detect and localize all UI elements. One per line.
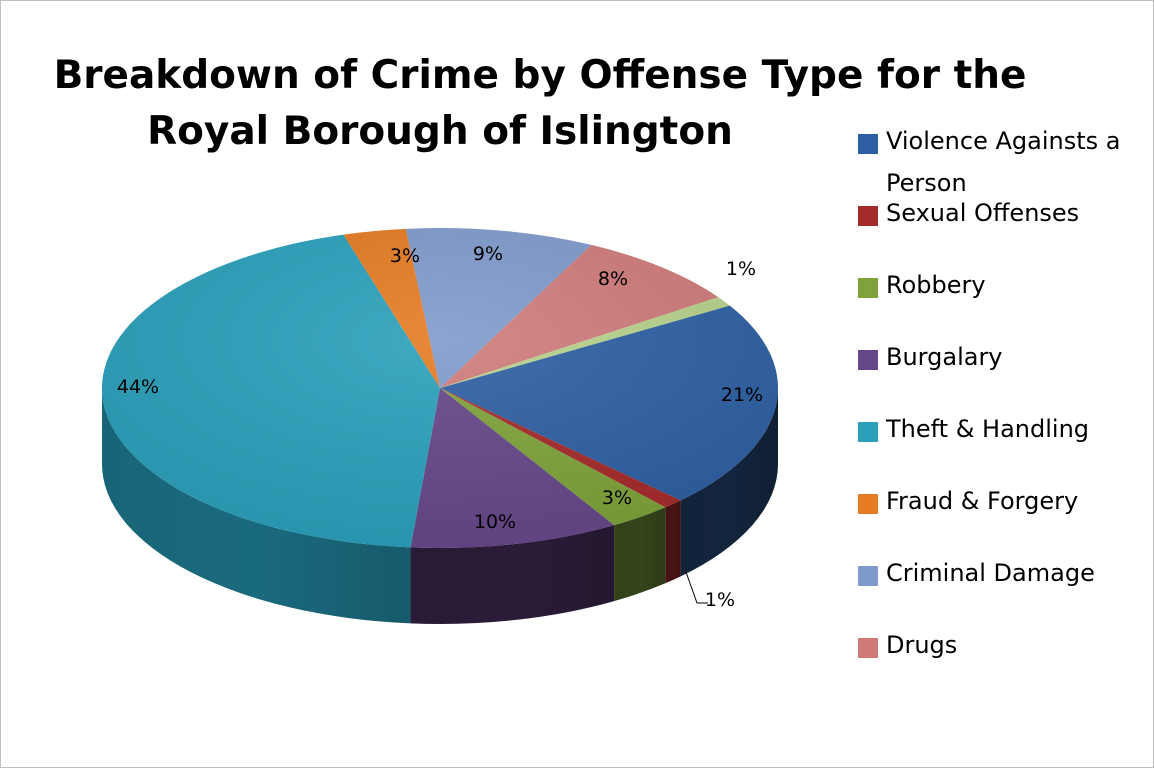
legend-item-fraud-and-forgery: Fraud & Forgery xyxy=(858,480,1148,522)
data-label-drugs-7: 8% xyxy=(598,268,628,290)
data-label-unlabeled-8: 1% xyxy=(726,258,756,280)
legend-item-burgalary: Burgalary xyxy=(858,336,1148,378)
data-label-criminal-damage-6: 9% xyxy=(473,243,503,265)
legend-item-drugs: Drugs xyxy=(858,624,1148,666)
data-label-theft-and-handling-4: 44% xyxy=(117,376,159,398)
chart-title-line1: Breakdown of Crime by Offense Type for t… xyxy=(53,53,1027,98)
pie-side-shade-3 xyxy=(410,525,615,624)
data-label-fraud-and-forgery-5: 3% xyxy=(390,245,420,267)
pie-top-sheen xyxy=(102,228,778,548)
legend-label: Drugs xyxy=(886,631,958,659)
data-label-violence-againsts-a-person-0: 21% xyxy=(721,384,763,406)
leader-line-sexual-offenses xyxy=(685,571,708,604)
data-label-robbery-2: 3% xyxy=(602,487,632,509)
legend-swatch xyxy=(858,638,878,658)
legend-label: Fraud & Forgery xyxy=(886,487,1079,515)
legend-swatch xyxy=(858,206,878,226)
legend-label: Criminal Damage xyxy=(886,559,1095,587)
legend-swatch xyxy=(858,422,878,442)
legend-item-theft-and-handling: Theft & Handling xyxy=(858,408,1148,450)
legend-swatch xyxy=(858,350,878,370)
legend-swatch xyxy=(858,134,878,154)
legend-item-violence-againsts-a-person: Violence Againsts a Person xyxy=(858,120,1148,204)
data-label-sexual-offenses-1: 1% xyxy=(705,589,735,611)
pie-side-shade-1 xyxy=(665,500,681,584)
legend-label: Sexual Offenses xyxy=(886,199,1080,227)
legend-label: Theft & Handling xyxy=(886,415,1090,443)
chart-title: Breakdown of Crime by Offense Type for t… xyxy=(40,48,1040,160)
legend-label: Burgalary xyxy=(886,343,1003,371)
legend-swatch xyxy=(858,278,878,298)
legend-label: Robbery xyxy=(886,271,986,299)
pie-side-shade-4 xyxy=(102,388,411,624)
legend-swatch xyxy=(858,494,878,514)
legend-label: Violence Againsts a Person xyxy=(886,127,1121,197)
legend-item-robbery: Robbery xyxy=(858,264,1148,306)
legend-item-criminal-damage: Criminal Damage xyxy=(858,552,1148,594)
legend-item-sexual-offenses: Sexual Offenses xyxy=(858,192,1148,234)
legend-swatch xyxy=(858,566,878,586)
pie-side-shade-0 xyxy=(680,388,778,577)
chart-title-line2: Royal Borough of Islington xyxy=(147,109,733,154)
data-label-burgalary-3: 10% xyxy=(474,511,516,533)
pie-side-shade-2 xyxy=(614,507,666,602)
